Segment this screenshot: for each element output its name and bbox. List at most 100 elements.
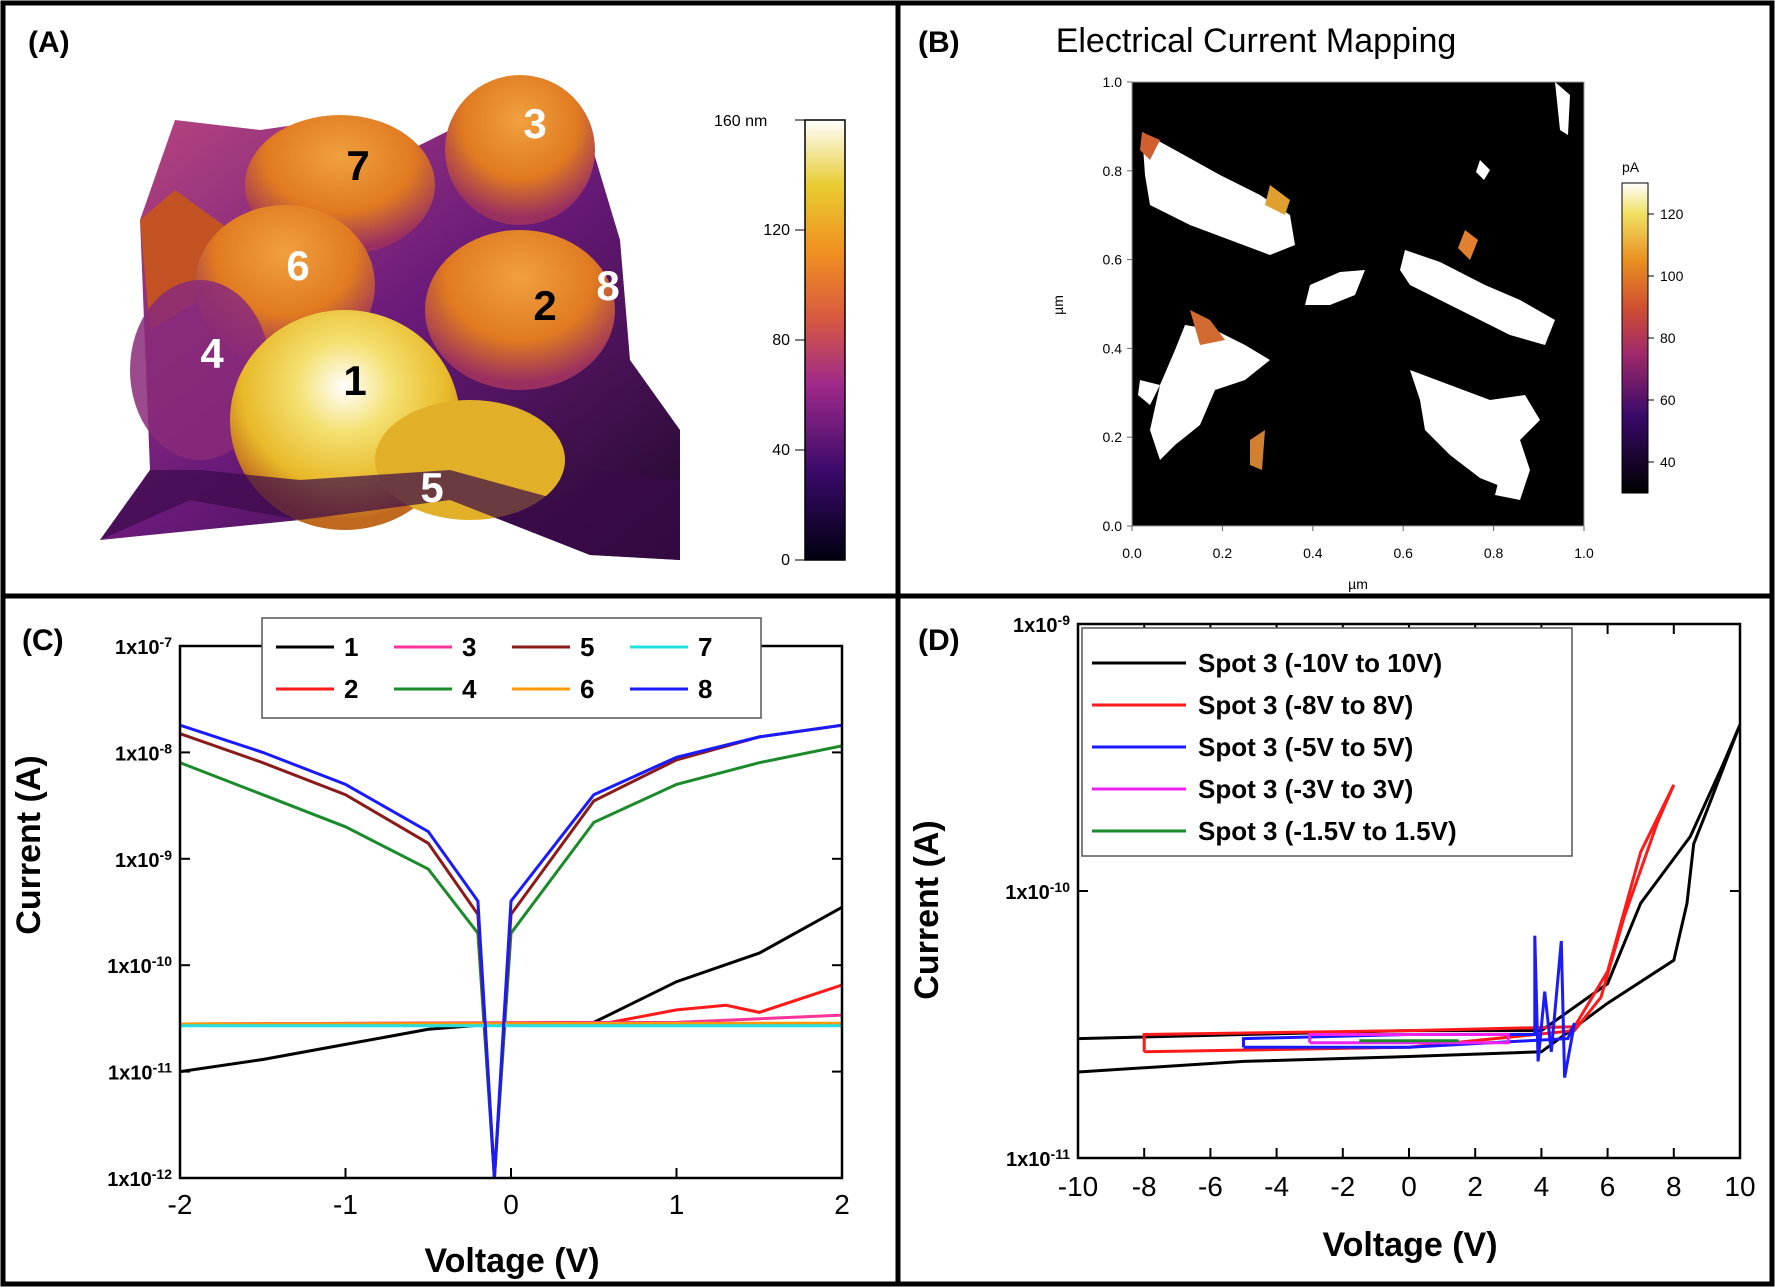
x-tick-label: -2: [168, 1189, 193, 1220]
legend-label-3: 3: [462, 632, 476, 662]
heatmap-title: Electrical Current Mapping: [1056, 22, 1457, 60]
x-tick-label: 0: [503, 1189, 519, 1220]
spot-label-3: 3: [523, 100, 546, 147]
plot-d-legend: Spot 3 (-10V to 10V) Spot 3 (-8V to 8V) Sp…: [1081, 627, 1573, 857]
spot-label-5: 5: [420, 464, 443, 511]
legend-label-6: 6: [580, 674, 594, 704]
heatmap-x-tick-label: 0.8: [1484, 545, 1504, 561]
colorbar-b: [1621, 182, 1649, 494]
heatmap-y-tick-label: 0.4: [1103, 340, 1123, 356]
heatmap-x-tick-label: 0.0: [1122, 545, 1142, 561]
colorbar-b-tick-label: 120: [1660, 206, 1684, 222]
y-tick-label: 1x10-11: [108, 1060, 172, 1085]
legend-label-3: Spot 3 (-5V to 5V): [1198, 732, 1413, 762]
heatmap-region-1: [1142, 132, 1295, 255]
iv-plot-c: -2 -1 0 1 2 1x10-7 1x10-8 1x10-9 1x10-10 1x10-11 1…: [107, 617, 850, 1220]
y-tick-label: 1x10-9: [115, 847, 172, 872]
legend-label-1: Spot 3 (-10V to 10V): [1198, 648, 1442, 678]
x-tick-label: -6: [1198, 1171, 1223, 1202]
legend-label-2: Spot 3 (-8V to 8V): [1198, 690, 1413, 720]
colorbar-a-tick-label: 80: [772, 332, 790, 349]
legend-label-8: 8: [698, 674, 712, 704]
colorbar-b-unit: pA: [1622, 159, 1640, 175]
legend-box: [1081, 627, 1573, 857]
colorbar-b-ticks: 120 100 80 60 40: [1648, 206, 1684, 470]
colorbar-a-tick-label: 40: [772, 442, 790, 459]
panel-c: (C) -2 -1 0 1 2 1x10-7 1x10-8 1x10-9 1x10-10 1x10…: [10, 617, 850, 1280]
spot-label-6: 6: [286, 242, 309, 289]
y-tick-label: 1x10-12: [107, 1166, 172, 1191]
legend-label-5: 5: [580, 632, 594, 662]
colorbar-a-ticks: 120 80 40 0: [763, 222, 805, 569]
current-map: [1132, 82, 1584, 526]
legend-label-2: 2: [344, 674, 358, 704]
panel-a: (A) 1 2 3 4 5 6 7 8 160 nm 120 80 40 0: [28, 26, 846, 569]
x-tick-label: -8: [1132, 1171, 1157, 1202]
x-tick-label: -1: [333, 1189, 358, 1220]
series-line-8: [180, 723, 842, 1178]
heatmap-x-tick-label: 0.4: [1303, 545, 1323, 561]
plot-series: [1078, 724, 1740, 1078]
heatmap-x-tick-label: 0.2: [1213, 545, 1233, 561]
legend-label-4: 4: [462, 674, 477, 704]
y-tick-label: 1x10-10: [1005, 879, 1070, 904]
heatmap-x-tick-label: 0.6: [1393, 545, 1413, 561]
x-tick-label: 4: [1534, 1171, 1550, 1202]
heatmap-frame: [1131, 81, 1585, 527]
x-tick-label: 6: [1600, 1171, 1616, 1202]
plot-c-y-label: Current (A): [10, 755, 48, 934]
panel-d-label: (D): [918, 624, 960, 657]
plot-d-y-label: Current (A): [908, 820, 946, 999]
panel-d: (D) -10 -8 -6 -4 -2 0 2 4 6 8 10 1x10-9 1x10-10 1x10-…: [908, 612, 1756, 1264]
heatmap-y-tick-label: 0.8: [1103, 163, 1123, 179]
surface-peak-3: [445, 75, 595, 225]
x-tick-label: 2: [834, 1189, 850, 1220]
colorbar-b-tick-label: 60: [1660, 392, 1676, 408]
legend-label-5: Spot 3 (-1.5V to 1.5V): [1198, 816, 1457, 846]
legend-box: [261, 617, 762, 719]
heatmap-y-tick-label: 0.2: [1103, 429, 1123, 445]
legend-label-1: 1: [344, 632, 358, 662]
spot-label-4: 4: [200, 330, 224, 377]
spot-label-1: 1: [343, 357, 366, 404]
x-tick-label: -2: [1330, 1171, 1355, 1202]
y-tick-label: 1x10-9: [1013, 612, 1070, 637]
series-line-4: [180, 744, 842, 1178]
x-tick-label: 1: [669, 1189, 685, 1220]
series-line-1: [1078, 724, 1740, 1074]
x-tick-label: 0: [1401, 1171, 1417, 1202]
heatmap-y-tick-label: 0.0: [1103, 518, 1123, 534]
spot-label-7: 7: [346, 142, 369, 189]
colorbar-b-tick-label: 40: [1660, 454, 1676, 470]
x-tick-label: 2: [1467, 1171, 1483, 1202]
spot-label-8: 8: [596, 262, 619, 309]
heatmap-y-label: µm: [1050, 295, 1066, 315]
y-tick-label: 1x10-11: [1006, 1146, 1070, 1171]
colorbar-b-tick-label: 100: [1660, 268, 1684, 284]
topography-surface: [100, 75, 680, 560]
colorbar-a-tick-label: 120: [763, 222, 790, 239]
plot-series: [180, 723, 842, 1178]
legend-label-4: Spot 3 (-3V to 3V): [1198, 774, 1413, 804]
series-line-6: [180, 1021, 842, 1026]
plot-c-x-label: Voltage (V): [424, 1242, 599, 1280]
panel-c-label: (C): [22, 624, 64, 657]
legend-label-7: 7: [698, 632, 712, 662]
heatmap-y-tick-label: 1.0: [1103, 74, 1123, 90]
heatmap-y-tick-label: 0.6: [1103, 252, 1123, 268]
heatmap-x-tick-label: 1.0: [1574, 545, 1594, 561]
y-tick-label: 1x10-8: [115, 740, 172, 765]
x-tick-label: 10: [1724, 1171, 1755, 1202]
y-tick-label: 1x10-7: [115, 634, 172, 659]
colorbar-a-max-label: 160 nm: [714, 113, 767, 130]
x-tick-label: 8: [1666, 1171, 1682, 1202]
heatmap-x-label: µm: [1348, 576, 1368, 592]
panel-b-label: (B): [918, 26, 960, 59]
plot-d-x-label: Voltage (V): [1322, 1226, 1497, 1264]
colorbar-a-tick-label: 0: [781, 552, 790, 569]
y-tick-label: 1x10-10: [107, 953, 172, 978]
iv-plot-d: -10 -8 -6 -4 -2 0 2 4 6 8 10 1x10-9 1x10-10 1x10-11 Sp…: [1005, 612, 1755, 1202]
series-line-5: [180, 723, 842, 1178]
heatmap-region-2: [1400, 250, 1555, 345]
